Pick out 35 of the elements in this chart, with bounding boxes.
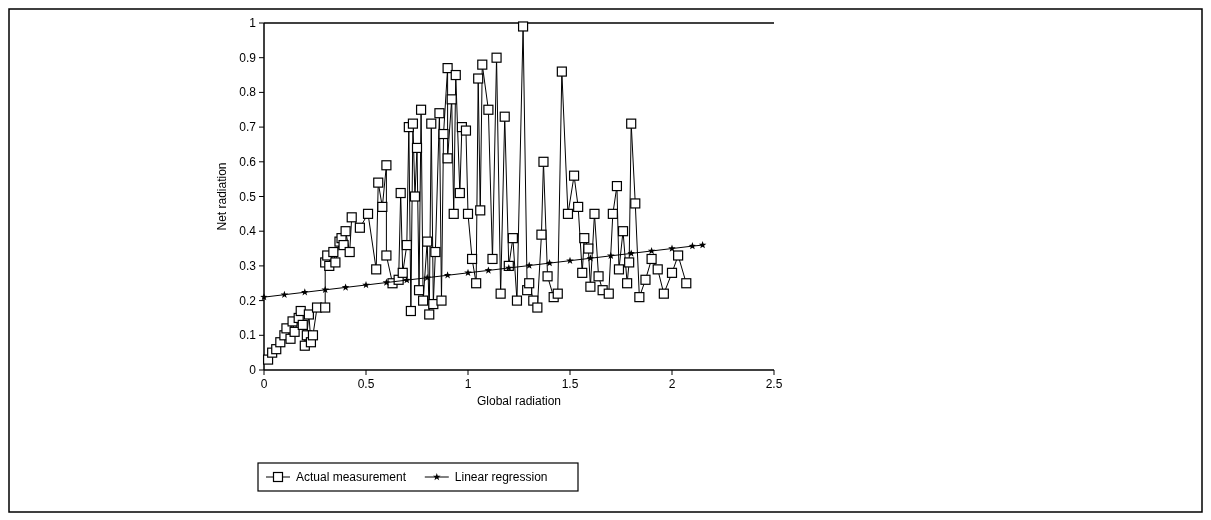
point: [280, 290, 289, 298]
y-tick-label: 0.1: [239, 328, 257, 343]
x-tick-label: 0: [260, 377, 268, 391]
x-tick-label: 2: [668, 377, 676, 391]
point: [260, 293, 268, 301]
point: [423, 273, 431, 281]
x-tick-label: 0.5: [357, 377, 375, 391]
y-tick-label: 0.7: [239, 120, 257, 135]
point: [668, 244, 676, 252]
y-tick-label: 0.4: [239, 224, 257, 239]
y-tick-label: 1: [249, 16, 257, 30]
point: [301, 288, 309, 296]
point: [403, 276, 411, 284]
x-axis-title: Global radiation: [476, 394, 562, 408]
point: [627, 249, 635, 257]
y-tick-label: 0: [249, 363, 257, 377]
legend-label: Linear regression: [454, 470, 548, 484]
y-tick-label: 0.6: [239, 154, 257, 169]
point: [362, 280, 370, 289]
y-tick-label: 0.9: [239, 50, 257, 65]
point: [341, 283, 350, 291]
point: [525, 261, 533, 269]
y-tick-label: 0.2: [239, 293, 257, 308]
point: [464, 268, 472, 277]
y-axis-title: Net radiation: [215, 162, 229, 231]
x-tick-label: 1.5: [561, 377, 579, 391]
point: [484, 266, 493, 274]
y-tick-label: 0.5: [239, 189, 257, 204]
point: [566, 256, 574, 264]
x-tick-label: 1: [464, 377, 472, 391]
y-tick-label: 0.8: [239, 85, 257, 100]
point: [382, 278, 391, 286]
legend-label: Actual measurement: [296, 470, 407, 484]
x-tick-label: 2.5: [765, 377, 783, 391]
y-tick-label: 0.3: [239, 258, 257, 273]
